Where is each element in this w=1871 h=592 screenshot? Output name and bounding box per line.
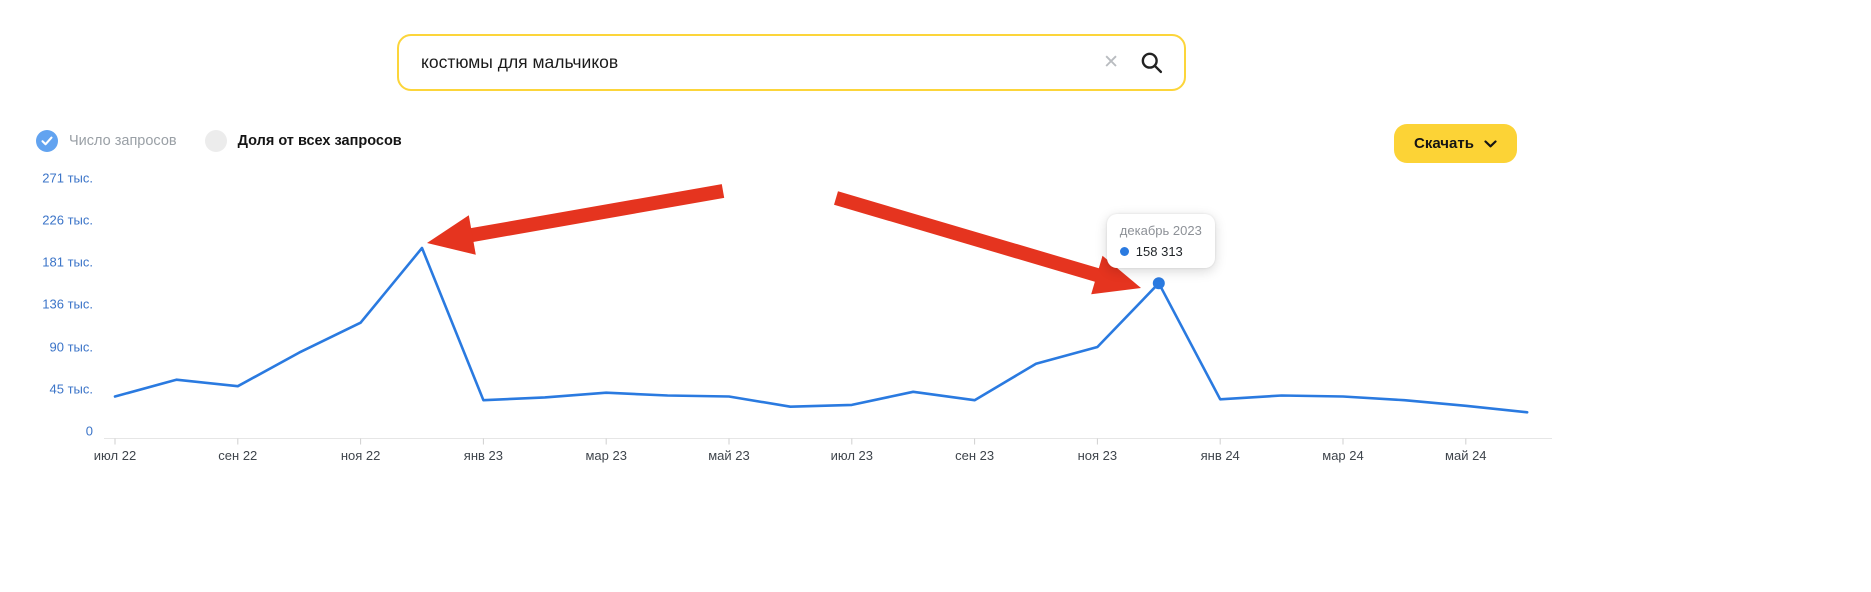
annotation-arrow-shaft — [834, 191, 1103, 283]
annotation-arrow-head — [1091, 255, 1141, 295]
chart-tooltip: декабрь 2023 158 313 — [1106, 214, 1215, 269]
metric-toggles: Число запросов Доля от всех запросов — [36, 130, 402, 152]
chevron-down-icon — [1484, 139, 1497, 147]
series-dot-icon — [1119, 247, 1129, 257]
y-axis-label: 226 тыс. — [42, 213, 93, 228]
x-axis-label: май 23 — [708, 448, 750, 463]
x-axis-label: сен 22 — [218, 448, 257, 463]
search-bar: ✕ — [397, 34, 1186, 91]
annotation-arrow-head — [427, 215, 476, 255]
search-button[interactable] — [1139, 50, 1164, 75]
tooltip-date: декабрь 2023 — [1119, 223, 1202, 239]
x-axis-label: янв 23 — [464, 448, 503, 463]
search-icon — [1141, 52, 1163, 74]
tooltip-value-row: 158 313 — [1119, 244, 1202, 260]
y-axis-label: 271 тыс. — [42, 171, 93, 186]
annotation-arrow-shaft — [467, 184, 725, 243]
tooltip-value: 158 313 — [1135, 244, 1183, 260]
y-axis-label: 90 тыс. — [50, 340, 93, 355]
clear-icon[interactable]: ✕ — [1103, 52, 1119, 73]
x-axis-label: мар 23 — [585, 448, 626, 463]
toggle-label-count: Число запросов — [69, 133, 177, 149]
x-axis-label: ноя 22 — [341, 448, 381, 463]
radio-unchecked-icon — [204, 130, 227, 152]
toggle-query-count[interactable]: Число запросов — [36, 130, 177, 152]
download-label: Скачать — [1414, 135, 1474, 152]
x-axis-label: май 24 — [1445, 448, 1487, 463]
search-input[interactable] — [419, 51, 1102, 74]
x-axis-label: мар 24 — [1322, 448, 1363, 463]
toggle-label-share: Доля от всех запросов — [237, 133, 402, 149]
x-axis-label: июл 22 — [94, 448, 136, 463]
x-axis-label: янв 24 — [1201, 448, 1240, 463]
y-axis-label: 181 тыс. — [42, 255, 93, 270]
y-axis-label: 136 тыс. — [42, 297, 93, 312]
y-axis-label: 0 — [86, 424, 93, 439]
trend-line — [113, 246, 1529, 414]
radio-checked-icon — [36, 130, 58, 152]
x-axis-label: сен 23 — [955, 448, 994, 463]
y-axis-label: 45 тыс. — [50, 382, 93, 397]
x-axis-label: ноя 23 — [1078, 448, 1118, 463]
x-axis-label: июл 23 — [831, 448, 873, 463]
download-button[interactable]: Скачать — [1394, 124, 1517, 163]
highlighted-point — [1152, 277, 1165, 290]
toggle-query-share[interactable]: Доля от всех запросов — [204, 130, 402, 152]
